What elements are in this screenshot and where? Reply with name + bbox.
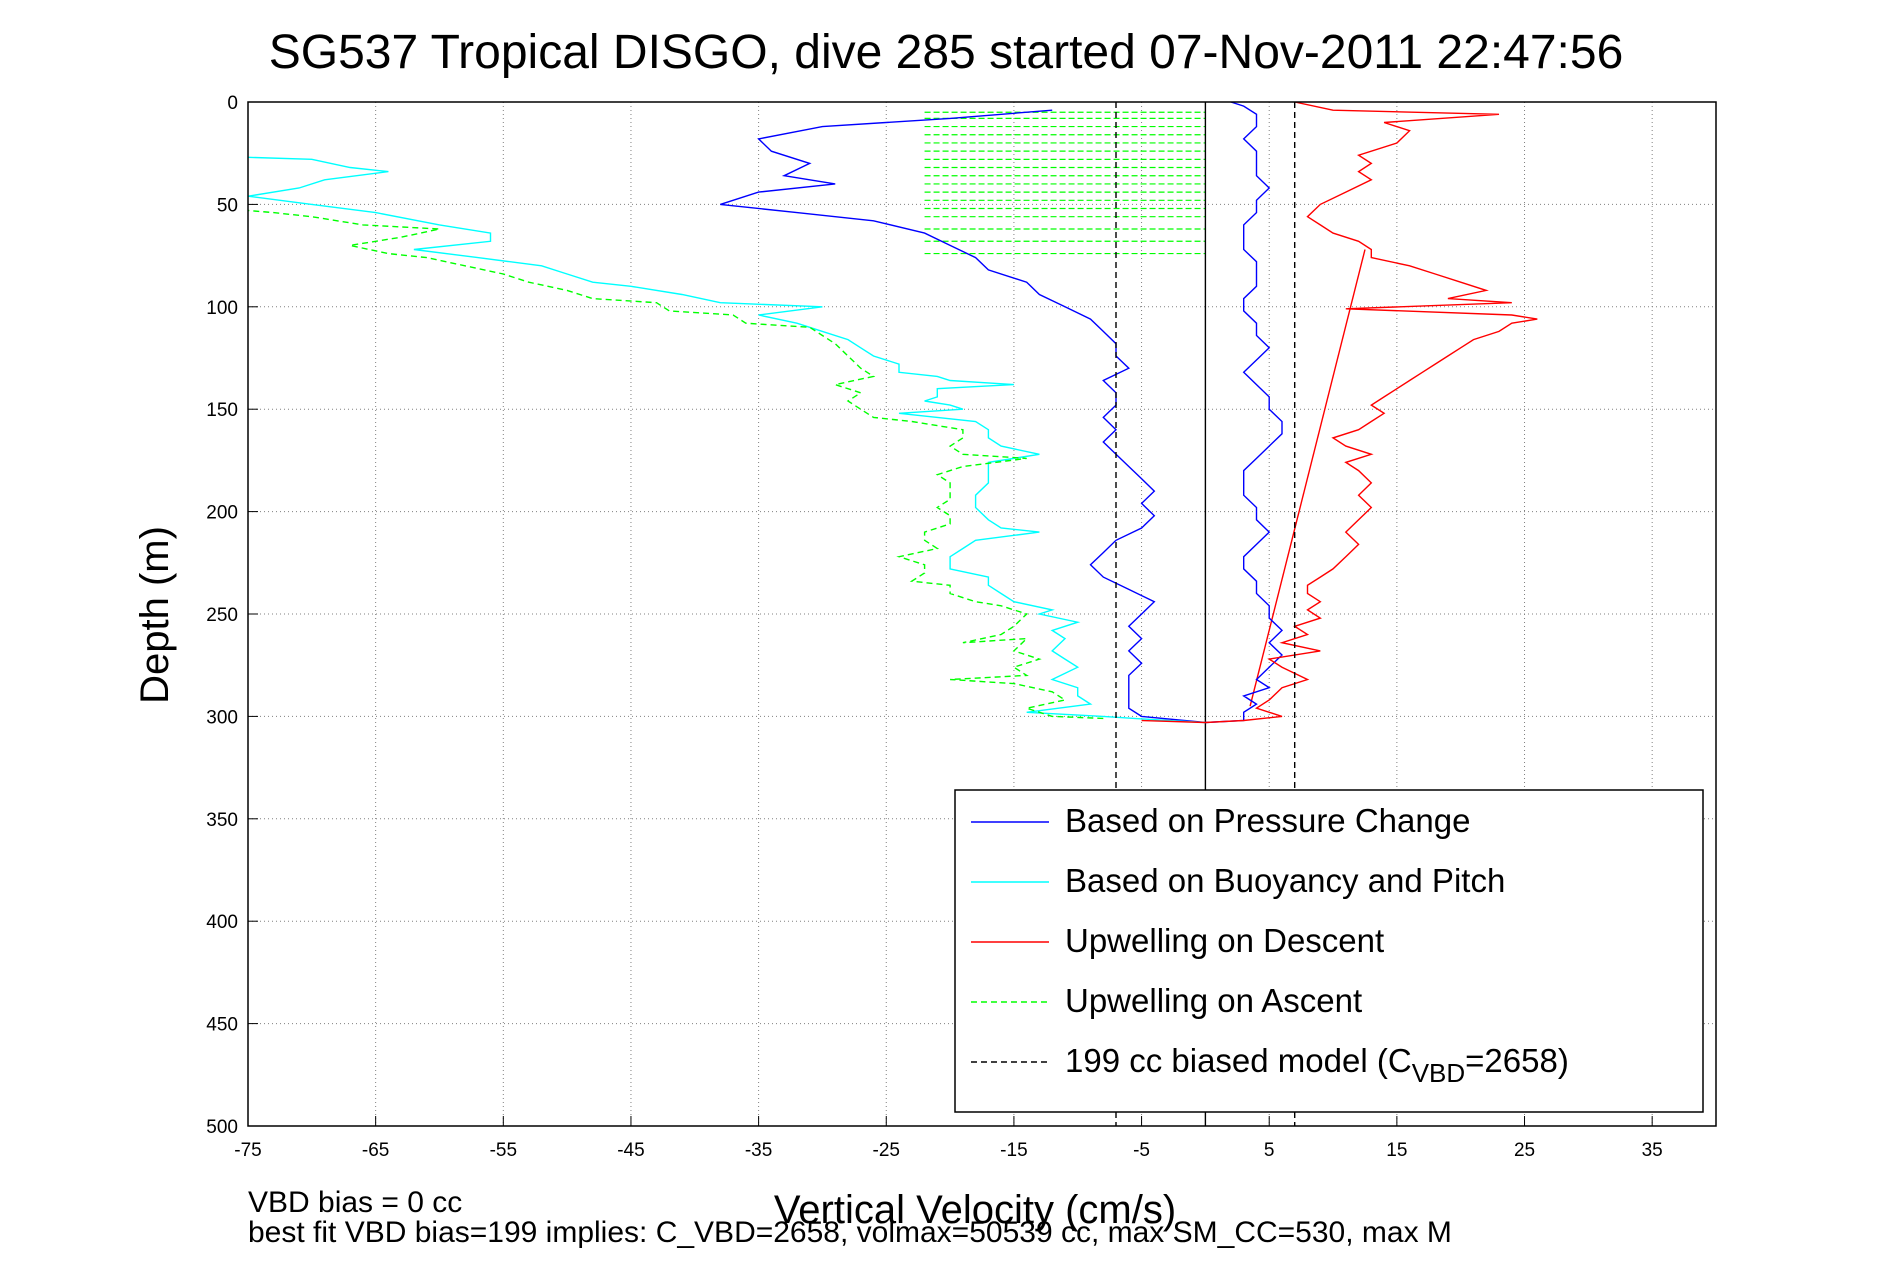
series-line <box>1141 102 1538 724</box>
x-tick-label: -15 <box>1000 1140 1027 1161</box>
legend-entry-label: Based on Buoyancy and Pitch <box>1065 862 1505 899</box>
legend-entry-label: 199 cc biased model (CVBD=2658) <box>1065 1042 1569 1088</box>
x-tick-label: 5 <box>1264 1140 1275 1161</box>
x-tick-label: -65 <box>362 1140 389 1161</box>
x-tick-label: -55 <box>490 1140 517 1161</box>
y-tick-label: 0 <box>227 93 238 114</box>
y-tick-labels: 0 50 100 150 200 250 300 350 400 450 500 <box>206 93 238 1138</box>
y-tick-label: 300 <box>206 707 238 728</box>
x-tick-label: 15 <box>1386 1140 1407 1161</box>
chart-title: SG537 Tropical DISGO, dive 285 started 0… <box>269 26 1624 79</box>
y-tick-label: 450 <box>206 1015 238 1036</box>
x-tick-label: 35 <box>1642 1140 1663 1161</box>
y-tick-label: 500 <box>206 1117 238 1138</box>
x-tick-label: -5 <box>1133 1140 1150 1161</box>
y-axis-label: Depth (m) <box>133 526 177 704</box>
y-tick-label: 100 <box>206 298 238 319</box>
x-tick-labels: -75 -65 -55 -45 -35 -25 -15 -5 5 15 25 35 <box>234 1140 1662 1161</box>
legend-box <box>954 789 1704 1113</box>
series-line <box>248 156 1206 724</box>
x-tick-label: -35 <box>745 1140 772 1161</box>
series-line <box>720 102 1284 724</box>
series-line <box>248 209 1104 720</box>
footer-line-2: best fit VBD bias=199 implies: C_VBD=265… <box>248 1216 1452 1249</box>
legend: Based on Pressure Change Based on Buoyanc… <box>954 789 1704 1113</box>
y-tick-label: 400 <box>206 912 238 933</box>
x-tick-label: -75 <box>234 1140 261 1161</box>
footer-line-1: VBD bias = 0 cc <box>248 1186 462 1219</box>
reference-line <box>1249 249 1366 707</box>
legend-entry-label: Upwelling on Descent <box>1065 922 1384 959</box>
legend-entry-label: Upwelling on Ascent <box>1065 982 1362 1019</box>
x-tick-label: -25 <box>873 1140 900 1161</box>
x-tick-label: 25 <box>1514 1140 1535 1161</box>
plot-frame <box>247 101 1717 1127</box>
x-axis-label: Vertical Velocity (cm/s) <box>774 1188 1176 1232</box>
y-tick-label: 50 <box>217 195 238 216</box>
y-tick-label: 200 <box>206 503 238 524</box>
y-tick-label: 250 <box>206 605 238 626</box>
legend-entry-label: Based on Pressure Change <box>1065 802 1470 839</box>
y-tick-label: 150 <box>206 400 238 421</box>
y-tick-label: 350 <box>206 810 238 831</box>
x-tick-label: -45 <box>617 1140 644 1161</box>
